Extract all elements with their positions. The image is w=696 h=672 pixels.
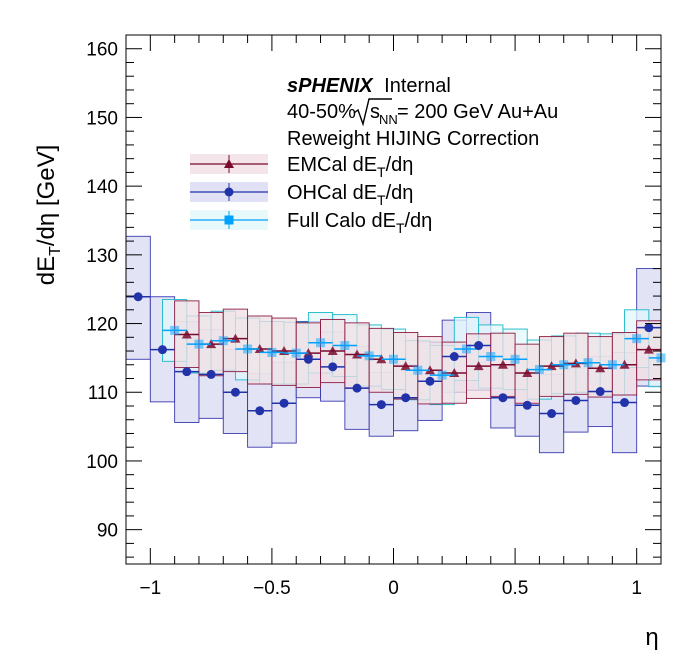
data-point [316, 338, 326, 348]
legend-marker [224, 215, 234, 225]
x-tick-label: −0.5 [253, 578, 291, 599]
data-point [327, 346, 338, 356]
y-axis-title: dET/dη [GeV] [33, 145, 64, 286]
data-point [522, 368, 533, 378]
data-point [620, 398, 630, 408]
data-point [559, 360, 569, 370]
y-tick-label: 160 [86, 40, 118, 61]
data-point [497, 359, 508, 369]
experiment-status: Internal [384, 75, 451, 97]
data-point [461, 344, 471, 354]
y-tick-label: 120 [86, 315, 118, 336]
data-point [389, 354, 398, 364]
data-point [449, 352, 459, 362]
data-point [170, 325, 180, 335]
data-point [182, 367, 192, 377]
sqrt-symbol [353, 98, 392, 127]
annotation-line-2: 40-50% [287, 101, 356, 123]
axis-ticks: −1 −0.5 0 0.5 1 90 100 110 120 130 140 150 160 [86, 34, 662, 599]
data-point [474, 341, 484, 351]
energy-subscript: NN [379, 112, 398, 127]
legend-label: EMCal dET/dη [287, 154, 413, 180]
data-point [644, 323, 654, 333]
legend-label: Full Calo dET/dη [287, 210, 432, 236]
x-tick-label: 0 [388, 578, 399, 599]
data-point [583, 358, 593, 368]
y-tick-label: 150 [86, 108, 118, 129]
y-tick-label: 130 [86, 246, 118, 267]
data-point [571, 395, 581, 405]
data-point [364, 351, 374, 361]
data-point [522, 400, 532, 410]
data-point [243, 344, 253, 354]
legend-label-tail: /dη [386, 182, 414, 204]
data-point [546, 361, 557, 371]
y-title-main: dE [33, 256, 60, 285]
legend-label-tail: /dη [405, 210, 433, 232]
data-point [473, 361, 484, 371]
legend-label-main: Full Calo dE [287, 210, 396, 232]
data-point [607, 360, 617, 370]
data-point [425, 376, 435, 386]
legend-label-main: OHCal dE [287, 182, 377, 204]
energy-s: s [370, 101, 380, 123]
legend-label-tail: /dη [386, 154, 414, 176]
legend-label-sub: T [396, 220, 405, 236]
data-point [291, 348, 301, 358]
legend-marker [224, 159, 234, 168]
data-point [534, 365, 544, 375]
data-point [279, 398, 289, 408]
x-tick-label: −1 [139, 578, 161, 599]
annotation: sPHENIX Internal 40-50% s NN = 200 GeV A… [287, 75, 558, 150]
data-point [340, 341, 350, 351]
data-point [218, 336, 228, 346]
data-point [328, 362, 338, 372]
y-tick-label: 140 [86, 177, 118, 198]
data-point [206, 369, 216, 379]
y-tick-label: 100 [86, 452, 118, 473]
data-point [413, 365, 423, 375]
legend-label-sub: T [377, 164, 386, 180]
data-point [352, 383, 362, 393]
y-title-sub: T [47, 246, 64, 256]
data-point [510, 354, 520, 364]
data-point [643, 344, 654, 354]
legend-label-main: EMCal dE [287, 154, 377, 176]
data-point [437, 370, 447, 380]
experiment-name: sPHENIX [287, 75, 374, 97]
data-point [376, 400, 386, 410]
data-point [157, 345, 167, 355]
data-points [126, 292, 666, 419]
centrality-label: 40-50% [287, 101, 356, 123]
y-tick-label: 110 [88, 383, 118, 404]
data-point [230, 387, 240, 397]
data-point [595, 387, 605, 397]
data-point [498, 393, 508, 403]
legend-marker [224, 187, 234, 197]
data-point [632, 334, 642, 344]
x-tick-label: 0.5 [502, 578, 528, 599]
data-point [303, 354, 313, 364]
data-point [401, 393, 411, 403]
legend-label-sub: T [377, 192, 386, 208]
y-tick-label: 90 [97, 521, 118, 542]
data-point [267, 347, 277, 357]
x-tick-label: 1 [631, 578, 642, 599]
legend-label: OHCal dET/dη [287, 182, 413, 208]
y-title-tail: /dη [GeV] [33, 145, 60, 246]
energy-value: = 200 GeV Au+Au [397, 101, 558, 123]
data-point [595, 363, 606, 373]
data-point [181, 329, 192, 339]
data-point [255, 406, 265, 416]
data-point [400, 361, 411, 371]
data-point [547, 409, 557, 419]
data-point [486, 352, 496, 362]
annotation-line-3: Reweight HIJING Correction [287, 128, 539, 150]
data-point [194, 339, 204, 349]
data-point [133, 292, 143, 302]
x-axis-title: η [645, 624, 658, 651]
annotation-line-1: sPHENIX Internal [287, 75, 451, 97]
